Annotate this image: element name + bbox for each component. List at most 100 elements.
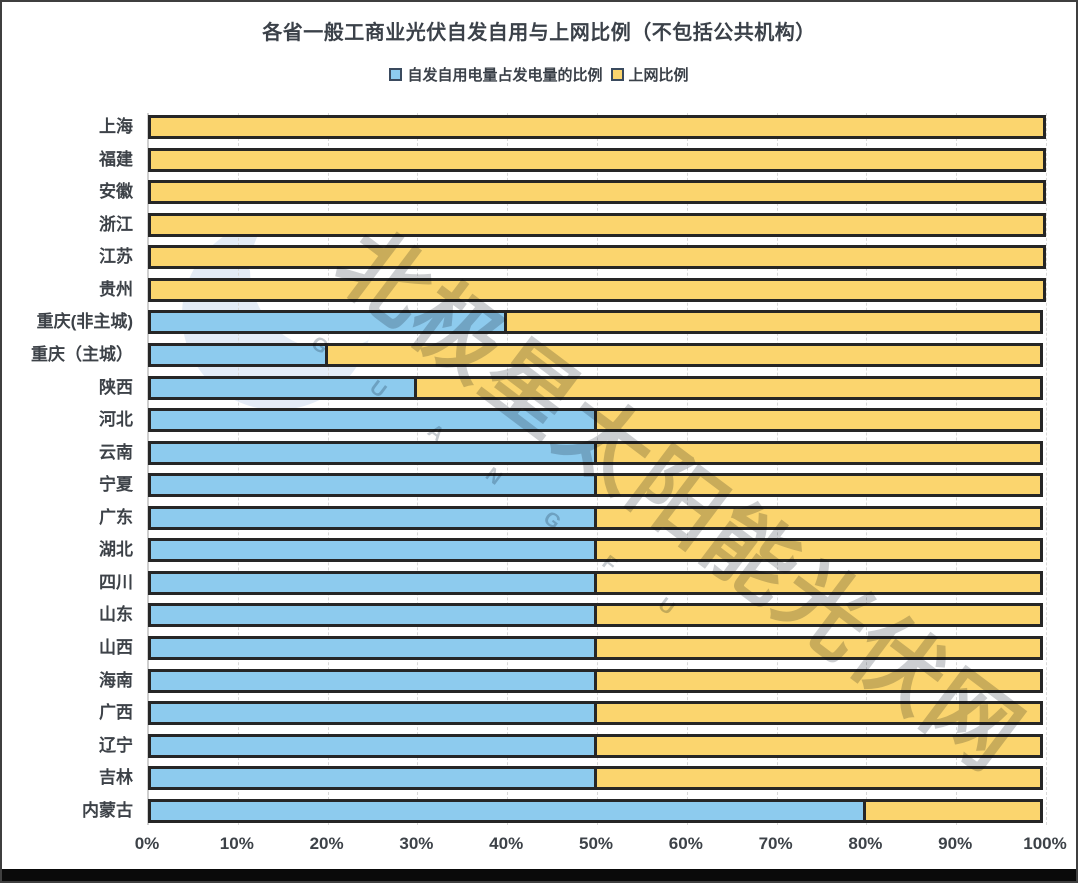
bar-segment-grid-feed <box>324 342 1043 367</box>
bar-row <box>148 668 1046 693</box>
category-label: 四川 <box>99 572 133 592</box>
bar-segment-grid-feed <box>148 147 1046 172</box>
gridline <box>956 113 958 825</box>
category-label: 重庆(非主城) <box>36 312 133 332</box>
category-label: 辽宁 <box>99 735 133 755</box>
gridline <box>148 113 149 825</box>
bar-row <box>148 342 1046 367</box>
bar-segment-grid-feed <box>594 603 1043 628</box>
category-label: 安徽 <box>99 182 133 202</box>
bar-row <box>148 212 1046 237</box>
bar-segment-self-use <box>148 538 597 563</box>
bar-segment-grid-feed <box>504 310 1043 335</box>
bar-segment-self-use <box>148 733 597 758</box>
category-label: 湖北 <box>99 540 133 560</box>
x-tick-label: 70% <box>758 834 793 853</box>
gridline <box>597 113 598 825</box>
category-label: 山西 <box>99 638 133 657</box>
bar-segment-grid-feed <box>594 668 1043 693</box>
bar-segment-grid-feed <box>594 440 1043 465</box>
category-label: 重庆（主城） <box>31 344 133 364</box>
category-label: 云南 <box>99 442 133 462</box>
bar-segment-grid-feed <box>148 212 1046 237</box>
bar-segment-self-use <box>148 440 597 465</box>
legend-item-self-use: 自发自用电量占发电量的比例 <box>389 64 603 85</box>
bar-segment-grid-feed <box>863 798 1043 823</box>
category-label: 内蒙古 <box>82 800 133 820</box>
bar-segment-grid-feed <box>594 701 1043 726</box>
bar-row <box>148 245 1046 270</box>
bar-row <box>148 733 1046 758</box>
legend-swatch-yellow-icon <box>610 68 624 81</box>
category-label: 河北 <box>99 410 133 430</box>
x-tick-label: 50% <box>578 834 614 853</box>
bar-segment-grid-feed <box>594 766 1043 791</box>
chart-title: 各省一般工商业光伏自发自用与上网比例（不包括公共机构） <box>262 22 816 44</box>
category-label: 吉林 <box>99 768 133 788</box>
bar-row <box>148 147 1046 172</box>
x-tick-label: 60% <box>668 834 703 853</box>
x-tick-label: 30% <box>399 834 434 853</box>
bar-segment-grid-feed <box>594 408 1043 433</box>
bar-segment-grid-feed <box>148 180 1046 205</box>
category-label: 海南 <box>99 670 133 690</box>
x-tick-label: 10% <box>219 834 254 853</box>
bar-segment-grid-feed <box>594 636 1043 660</box>
legend-swatch-blue-icon <box>389 68 403 81</box>
bar-segment-self-use <box>148 798 867 823</box>
category-axis: 上海 福建 安徽 浙江 江苏 贵州 重庆(非主城) 重庆（主城） 陕西 河北 云南 宁夏 广东 湖北 四川山… <box>2 113 140 825</box>
bar-segment-self-use <box>148 408 597 433</box>
bar-row <box>148 766 1046 791</box>
bottom-border-bar <box>2 869 1076 881</box>
gridline <box>417 113 419 825</box>
x-tick-label: 40% <box>489 834 524 853</box>
category-label: 山东 <box>99 605 133 625</box>
bar-segment-self-use <box>148 310 508 335</box>
x-tick-label: 100% <box>1023 834 1067 853</box>
bar-segment-self-use <box>148 570 597 595</box>
x-tick-label: 80% <box>848 834 883 853</box>
bar-row <box>148 180 1046 205</box>
category-label: 宁夏 <box>99 475 133 495</box>
bar-row <box>148 408 1046 433</box>
bar-segment-self-use <box>148 668 597 693</box>
bar-segment-grid-feed <box>148 277 1046 302</box>
bar-segment-grid-feed <box>594 473 1043 498</box>
bar-row <box>148 473 1046 498</box>
bar-segment-grid-feed <box>414 375 1043 400</box>
bar-segment-self-use <box>148 342 328 367</box>
bar-row <box>148 375 1046 400</box>
category-label: 福建 <box>99 149 133 169</box>
category-label: 贵州 <box>99 279 133 299</box>
bar-row <box>148 277 1046 302</box>
bar-row <box>148 701 1046 726</box>
bar-row <box>148 440 1046 465</box>
bar-segment-self-use <box>148 375 418 400</box>
bar-segment-grid-feed <box>594 570 1043 595</box>
bar-row <box>148 636 1046 660</box>
legend-label-grid-feed: 上网比例 <box>628 67 689 84</box>
bar-segment-grid-feed <box>594 538 1043 563</box>
category-label: 浙江 <box>99 214 133 234</box>
gridline <box>507 113 509 825</box>
gridline <box>686 113 688 825</box>
bars <box>148 113 1046 825</box>
bar-row <box>148 603 1046 628</box>
gridline <box>776 113 778 825</box>
bar-segment-grid-feed <box>594 733 1043 758</box>
bar-row <box>148 310 1046 335</box>
bar-segment-grid-feed <box>148 115 1046 139</box>
category-label: 江苏 <box>99 247 133 267</box>
bar-row <box>148 798 1046 823</box>
gridline <box>1046 113 1047 825</box>
legend-item-grid-feed: 上网比例 <box>610 64 689 85</box>
x-tick-label: 0% <box>134 834 160 853</box>
category-label: 陕西 <box>99 377 133 397</box>
plot-area <box>147 113 1047 825</box>
bar-row <box>148 570 1046 595</box>
bar-row <box>148 115 1046 139</box>
legend: 自发自用电量占发电量的比例 上网比例 <box>2 64 1076 85</box>
bar-segment-self-use <box>148 636 597 660</box>
x-tick-label: 90% <box>938 834 973 853</box>
